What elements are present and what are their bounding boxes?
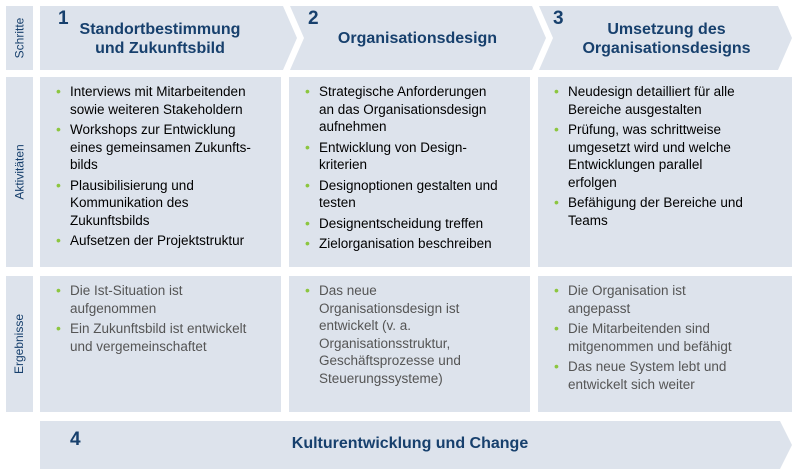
list-item: Aufsetzen der Projektstruktur — [56, 232, 273, 250]
step-1-arrow-shape — [40, 6, 297, 70]
results-step-2: Das neue Organisationsdesign ist entwick… — [289, 276, 530, 412]
list-item: Interviews mit Mitarbeitenden sowie weit… — [56, 83, 273, 118]
row-label-steps-text: Schritte — [12, 17, 27, 59]
list-item: Designentscheidung treffen — [305, 215, 522, 233]
activities-step-3-list: Neudesign detailliert für alle Bereiche … — [554, 83, 784, 229]
list-item: Das neue Organisationsdesign ist entwick… — [305, 282, 522, 387]
step-2-arrow-shape — [290, 6, 546, 70]
culture-change-number: 4 — [70, 429, 81, 450]
list-item: Die Ist-Situation ist aufgenommen — [56, 282, 273, 317]
step-2-title: Organisationsdesign — [337, 30, 498, 47]
results-step-1-list: Die Ist-Situation ist aufgenommen Ein Zu… — [56, 282, 273, 355]
step-1-title: Standortbestimmung und Zukunftsbild — [79, 21, 241, 57]
step-3-arrow-shape — [539, 6, 792, 70]
results-step-2-list: Das neue Organisationsdesign ist entwick… — [305, 282, 522, 387]
list-item: Zielorganisation beschreiben — [305, 235, 522, 253]
row-label-activities-text: Aktivitäten — [12, 144, 27, 200]
results-step-3: Die Organisation ist angepasst Die Mitar… — [538, 276, 792, 412]
list-item: Die Organisation ist angepasst — [554, 282, 784, 317]
list-item: Ein Zukunftsbild ist entwickelt und verg… — [56, 320, 273, 355]
step-3-chevron: 3 Umsetzung des Organisationsdesigns — [539, 6, 792, 70]
culture-change-arrow-shape — [40, 421, 792, 469]
activities-step-3: Neudesign detailliert für alle Bereiche … — [538, 77, 792, 267]
step-1-number: 1 — [58, 8, 69, 29]
list-item: Die Mitarbeitenden sind mitgenommen und … — [554, 320, 784, 355]
activities-step-1-list: Interviews mit Mitarbeitenden sowie weit… — [56, 83, 273, 250]
row-label-activities: Aktivitäten — [6, 77, 33, 267]
list-item: Plausibilisierung und Kommunikation des … — [56, 177, 273, 230]
step-1-chevron: 1 Standortbestimmung und Zukunftsbild — [40, 6, 297, 70]
culture-change-banner: 4 Kulturentwicklung und Change — [40, 421, 792, 469]
list-item: Befähigung der Bereiche und Teams — [554, 194, 784, 229]
step-3-title: Umsetzung des Organisationsdesigns — [582, 21, 751, 57]
list-item: Entwicklung von Design- kriterien — [305, 139, 522, 174]
activities-step-2-list: Strategische Anforderungen an das Organi… — [305, 83, 522, 253]
activities-step-1: Interviews mit Mitarbeitenden sowie weit… — [40, 77, 281, 267]
list-item: Designoptionen gestalten und testen — [305, 177, 522, 212]
list-item: Neudesign detailliert für alle Bereiche … — [554, 83, 784, 118]
list-item: Strategische Anforderungen an das Organi… — [305, 83, 522, 136]
row-label-results-text: Ergebnisse — [12, 313, 27, 375]
step-2-number: 2 — [308, 8, 319, 29]
activities-step-2: Strategische Anforderungen an das Organi… — [289, 77, 530, 267]
step-3-number: 3 — [553, 8, 564, 29]
row-label-results: Ergebnisse — [6, 276, 33, 412]
culture-change-title: Kulturentwicklung und Change — [291, 435, 529, 452]
row-label-steps: Schritte — [6, 6, 33, 70]
list-item: Workshops zur Entwicklung eines gemeinsa… — [56, 121, 273, 174]
results-step-3-list: Die Organisation ist angepasst Die Mitar… — [554, 282, 784, 393]
list-item: Prüfung, was schrittweise umgesetzt wird… — [554, 121, 784, 191]
results-step-1: Die Ist-Situation ist aufgenommen Ein Zu… — [40, 276, 281, 412]
list-item: Das neue System lebt und entwickelt sich… — [554, 358, 784, 393]
step-2-chevron: 2 Organisationsdesign — [290, 6, 546, 70]
